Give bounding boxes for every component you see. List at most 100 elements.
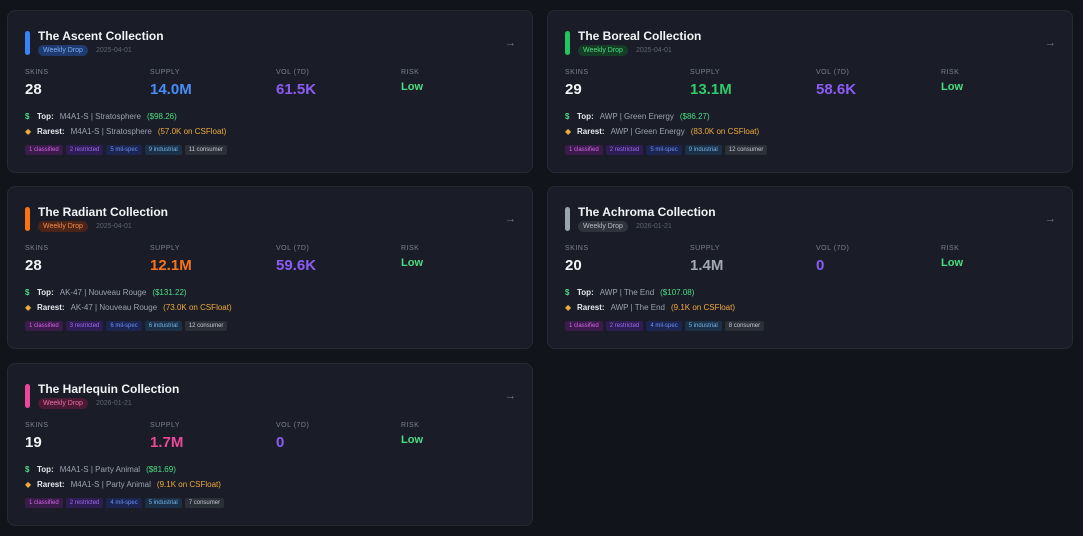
top-skin-name: M4A1-S | Party Animal (59, 465, 141, 474)
drop-date: 2026-01-21 (636, 223, 672, 230)
skins-label: SKINS (565, 69, 589, 76)
rarest-skin-name: M4A1-S | Party Animal (70, 480, 151, 489)
vol-label: VOL (7D) (276, 422, 310, 429)
top-label: Top: (577, 112, 594, 121)
tag-industrial: 6 industrial (144, 321, 182, 331)
top-label: Top: (37, 465, 54, 474)
vol-value: 61.5K (276, 81, 317, 98)
risk-label: RISK (401, 422, 420, 429)
collection-card[interactable]: The Boreal Collection Weekly Drop 2025-0… (547, 10, 1073, 173)
rarity-tags: 1 classified 2 restricted 4 mil-spec 5 i… (25, 498, 225, 508)
rarest-skin-line: ◆ Rarest: M4A1-S | Party Animal (9.1K on CS… (25, 480, 221, 489)
gem-icon: ◆ (25, 127, 32, 136)
rarest-skin-name: AK-47 | Nouveau Rouge (70, 303, 158, 312)
collection-card[interactable]: The Harlequin Collection Weekly Drop 202… (7, 363, 533, 526)
skins-label: SKINS (25, 422, 49, 429)
top-skin-price: ($107.08) (660, 288, 695, 297)
supply-label: SUPPLY (150, 245, 181, 252)
rarest-float-count: (83.0K on CSFloat) (690, 127, 760, 136)
tag-mil-spec: 6 mil-spec (106, 321, 142, 331)
risk-label: RISK (941, 69, 960, 76)
tag-restricted: 2 restricted (65, 498, 104, 508)
top-label: Top: (577, 288, 594, 297)
rarest-label: Rarest: (37, 480, 65, 489)
arrow-right-icon[interactable]: → (505, 213, 516, 225)
collection-accent-bar (565, 207, 570, 231)
drop-date: 2025-04-01 (96, 47, 132, 54)
supply-label: SUPPLY (150, 422, 181, 429)
risk-value: Low (941, 257, 963, 269)
risk-value: Low (401, 434, 423, 446)
gem-icon: ◆ (25, 303, 32, 312)
skins-value: 28 (25, 257, 42, 274)
tag-industrial: 9 industrial (144, 145, 182, 155)
rarest-label: Rarest: (577, 127, 605, 136)
arrow-right-icon[interactable]: → (505, 390, 516, 402)
top-skin-line: $ Top: M4A1-S | Party Animal ($81.69) (25, 465, 176, 474)
tag-mil-spec: 4 mil-spec (106, 498, 142, 508)
skins-label: SKINS (565, 245, 589, 252)
tag-classified: 1 classified (25, 145, 63, 155)
risk-value: Low (941, 81, 963, 93)
vol-label: VOL (7D) (816, 245, 850, 252)
risk-value: Low (401, 81, 423, 93)
arrow-right-icon[interactable]: → (1045, 37, 1056, 49)
rarest-label: Rarest: (37, 303, 65, 312)
risk-label: RISK (941, 245, 960, 252)
skins-value: 20 (565, 257, 582, 274)
tag-consumer: 12 consumer (184, 321, 228, 331)
supply-label: SUPPLY (150, 69, 181, 76)
top-skin-line: $ Top: AWP | Green Energy ($86.27) (565, 112, 710, 121)
rarity-tags: 1 classified 2 restricted 4 mil-spec 5 i… (565, 321, 765, 331)
collection-card[interactable]: The Ascent Collection Weekly Drop 2025-0… (7, 10, 533, 173)
tag-mil-spec: 5 mil-spec (646, 145, 682, 155)
rarest-float-count: (73.0K on CSFloat) (163, 303, 232, 312)
tag-consumer: 7 consumer (184, 498, 225, 508)
top-skin-line: $ Top: AK-47 | Nouveau Rouge ($131.22) (25, 288, 187, 297)
rarest-label: Rarest: (37, 127, 65, 136)
top-skin-price: ($86.27) (679, 112, 710, 121)
gem-icon: ◆ (565, 127, 572, 136)
tag-consumer: 12 consumer (724, 145, 768, 155)
supply-value: 1.4M (690, 257, 724, 274)
drop-date: 2025-04-01 (96, 223, 132, 230)
top-skin-name: M4A1-S | Stratosphere (59, 112, 141, 121)
tag-classified: 1 classified (565, 145, 603, 155)
weekly-drop-badge: Weekly Drop (38, 398, 88, 409)
dollar-icon: $ (25, 112, 30, 121)
supply-label: SUPPLY (690, 69, 721, 76)
top-label: Top: (37, 112, 54, 121)
skins-value: 28 (25, 81, 42, 98)
tag-mil-spec: 4 mil-spec (646, 321, 682, 331)
top-skin-price: ($81.69) (146, 465, 176, 474)
tag-restricted: 3 restricted (65, 321, 104, 331)
vol-label: VOL (7D) (276, 245, 310, 252)
arrow-right-icon[interactable]: → (1045, 213, 1056, 225)
dollar-icon: $ (25, 288, 30, 297)
tag-consumer: 11 consumer (184, 145, 227, 155)
dollar-icon: $ (565, 288, 570, 297)
rarest-skin-name: AWP | Green Energy (610, 127, 685, 136)
tag-industrial: 9 industrial (684, 145, 722, 155)
supply-value: 13.1M (690, 81, 732, 98)
weekly-drop-badge: Weekly Drop (38, 221, 88, 232)
rarity-tags: 1 classified 3 restricted 6 mil-spec 6 i… (25, 321, 228, 331)
tag-industrial: 5 industrial (144, 498, 182, 508)
tag-restricted: 2 restricted (605, 321, 644, 331)
supply-value: 12.1M (150, 257, 192, 274)
collection-title: The Achroma Collection (578, 205, 716, 219)
vol-label: VOL (7D) (816, 69, 850, 76)
dollar-icon: $ (25, 465, 30, 474)
skins-value: 19 (25, 434, 42, 451)
collection-card[interactable]: The Achroma Collection Weekly Drop 2026-… (547, 186, 1073, 349)
rarest-skin-line: ◆ Rarest: AWP | Green Energy (83.0K on CSFl… (565, 127, 759, 136)
collection-accent-bar (565, 31, 570, 55)
arrow-right-icon[interactable]: → (505, 37, 516, 49)
top-skin-line: $ Top: M4A1-S | Stratosphere ($98.26) (25, 112, 177, 121)
rarest-label: Rarest: (577, 303, 605, 312)
rarest-skin-name: M4A1-S | Stratosphere (70, 127, 152, 136)
collection-card[interactable]: The Radiant Collection Weekly Drop 2025-… (7, 186, 533, 349)
gem-icon: ◆ (25, 480, 32, 489)
vol-value: 0 (276, 434, 285, 451)
